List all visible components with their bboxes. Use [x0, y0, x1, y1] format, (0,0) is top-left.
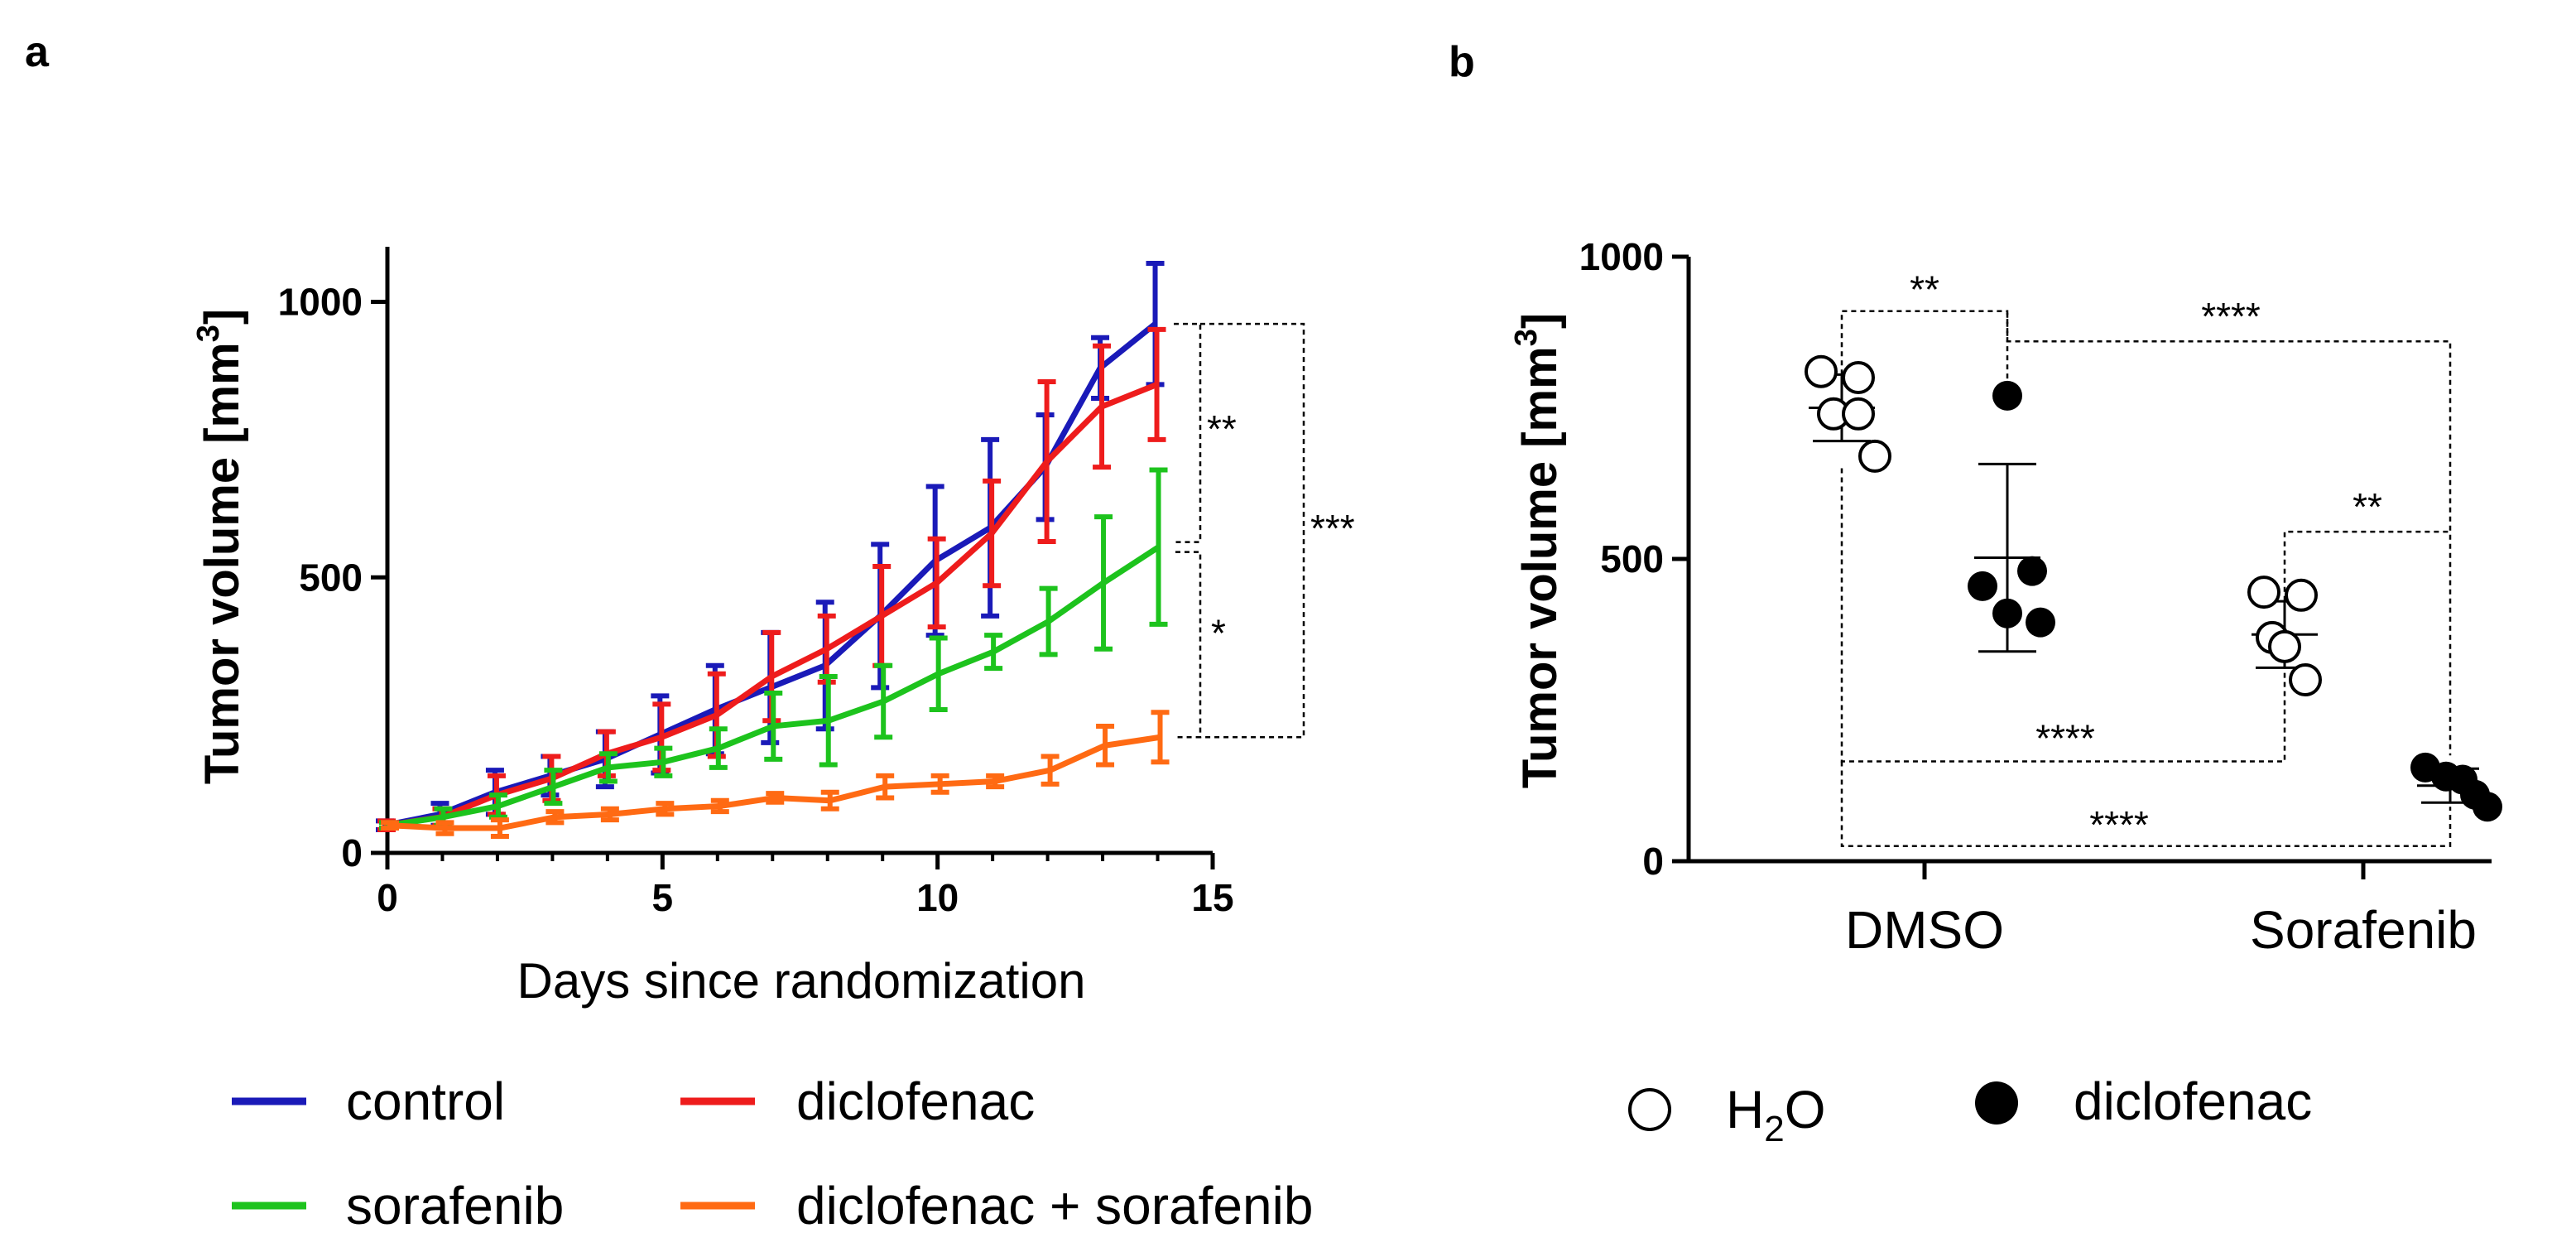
y-tick-label-b: 1000 [1579, 235, 1664, 278]
data-point-sorafenib-diclofenac [2473, 792, 2502, 822]
sig-label-h2o-groups: **** [2035, 717, 2095, 760]
y-axis-label-a: Tumor volume [mm3] [191, 309, 249, 784]
y-tick-label-b: 500 [1600, 537, 1664, 580]
category-label-dmso: DMSO [1845, 900, 2004, 960]
legend-a: control diclofenac sorafenib diclofenac … [232, 1072, 1313, 1235]
y-tick-label-b: 0 [1642, 840, 1664, 883]
legend-label-h2o: H2O [1726, 1080, 1825, 1149]
series-diclofenac [377, 326, 1166, 833]
panel-a-label: a [25, 28, 50, 76]
y-axis-label-b: Tumor volume [mm3] [1509, 313, 1567, 788]
data-point-dmso-diclofenac [1992, 380, 2022, 411]
y-tick-label-a: 1000 [278, 281, 363, 324]
data-point-sorafenib-h2o [2268, 629, 2301, 663]
x-tick-label-a: 10 [916, 876, 959, 919]
data-point-dmso-h2o [1805, 354, 1838, 388]
x-tick-label-a: 15 [1191, 876, 1233, 919]
legend-label-diclofenac: diclofenac [796, 1072, 1035, 1131]
sig-label-overall: **** [2089, 803, 2149, 846]
bracket-dmso-diclofenac-vs-sorafenib-diclofenac [2006, 312, 2452, 756]
points-b [1805, 354, 2502, 822]
data-point-dmso-diclofenac [2026, 607, 2055, 638]
group-sorafenib-diclofenac [2410, 752, 2502, 822]
panel-b-label: b [1449, 38, 1475, 86]
bracket-dmso-h2o-vs-sorafenib-h2o [1840, 468, 2286, 763]
sig-label-control-combo: *** [1310, 507, 1355, 550]
data-point-dmso-h2o [1842, 397, 1875, 431]
y-tick-label-a: 0 [341, 831, 363, 874]
legend-label-diclofenac-sorafenib: diclofenac + sorafenib [796, 1176, 1313, 1235]
data-point-dmso-h2o [1842, 361, 1875, 394]
bracket-sorafenib-combo [1175, 551, 1202, 739]
series-line-sorafenib [387, 544, 1161, 829]
sig-label-control-sorafenib: ** [1207, 407, 1237, 450]
data-point-sorafenib-h2o [2289, 663, 2322, 696]
bracket-control-combo [1200, 322, 1305, 739]
series-control [376, 260, 1165, 833]
axes-a: 0 5 10 15 0 500 1000 [278, 247, 1234, 919]
sig-label-dmso: ** [1910, 268, 1939, 311]
group-dmso-diclofenac [1968, 380, 2055, 653]
x-tick-label-a: 5 [652, 876, 674, 919]
legend-label-sorafenib: sorafenib [346, 1176, 564, 1235]
data-point-dmso-diclofenac [1968, 571, 1997, 601]
sig-label-sorafenib-combo: * [1211, 611, 1226, 654]
significance-brackets-a: ****** [1174, 322, 1355, 739]
bracket-dmso-h2o-vs-diclofenac [1840, 310, 2009, 402]
category-label-sorafenib: Sorafenib [2250, 900, 2477, 960]
data-point-dmso-diclofenac [2017, 556, 2047, 586]
data-point-sorafenib-h2o [2285, 578, 2318, 612]
data-point-dmso-diclofenac [1992, 598, 2022, 628]
data-point-dmso-h2o [1858, 439, 1891, 473]
sig-label-diclofenac-groups: **** [2201, 295, 2261, 338]
legend-marker-diclofenac [1975, 1081, 2018, 1125]
x-axis-label-a: Days since randomization [517, 953, 1086, 1009]
series-line-diclofenac-sorafenib [389, 734, 1161, 831]
series-a [376, 260, 1170, 840]
legend-label-diclofenac-b: diclofenac [2074, 1072, 2312, 1131]
significance-brackets-b: **************** [1840, 268, 2452, 847]
bracket-control-sorafenib [1174, 322, 1202, 543]
group-dmso-h2o [1805, 354, 1891, 473]
series-line-diclofenac [386, 382, 1158, 829]
data-point-sorafenib-h2o [2247, 576, 2280, 609]
bracket-dmso-h2o-vs-sorafenib-diclofenac [1840, 761, 2452, 847]
series-diclofenac-sorafenib [381, 710, 1170, 840]
group-sorafenib-h2o [2247, 576, 2322, 696]
series-sorafenib [379, 467, 1168, 831]
sig-label-sorafenib: ** [2353, 485, 2382, 528]
y-tick-label-a: 500 [299, 556, 363, 599]
series-line-control [384, 321, 1157, 829]
legend-b: H2O diclofenac [1628, 1072, 2312, 1149]
x-tick-label-a: 0 [377, 876, 398, 919]
axes-b: 0 500 1000 [1579, 235, 2492, 883]
legend-marker-h2o [1628, 1088, 1671, 1131]
legend-label-control: control [346, 1072, 505, 1131]
